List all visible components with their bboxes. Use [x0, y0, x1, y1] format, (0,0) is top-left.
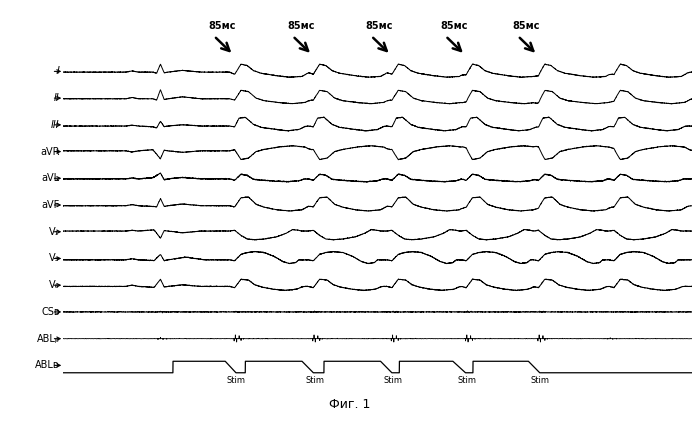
Text: CSᴅ: CSᴅ	[41, 307, 59, 317]
Text: Stim: Stim	[305, 376, 324, 385]
Text: 85мс: 85мс	[287, 21, 315, 31]
Text: 85мс: 85мс	[512, 21, 540, 31]
Text: aVF: aVF	[41, 200, 59, 210]
Text: V₆: V₆	[49, 280, 59, 290]
Text: Stim: Stim	[384, 376, 403, 385]
Text: 85мс: 85мс	[366, 21, 394, 31]
Text: I: I	[57, 66, 59, 76]
Text: 85мс: 85мс	[440, 21, 468, 31]
Text: ABLᴅ: ABLᴅ	[35, 360, 59, 371]
Text: Stim: Stim	[531, 376, 549, 385]
Text: III: III	[51, 120, 59, 130]
Text: Stim: Stim	[226, 376, 245, 385]
Text: V₁: V₁	[49, 227, 59, 237]
Text: V₃: V₃	[49, 254, 59, 263]
Text: Stim: Stim	[458, 376, 477, 385]
Text: II: II	[54, 93, 59, 103]
Text: ABLₚ: ABLₚ	[37, 334, 59, 344]
Text: aVL: aVL	[42, 173, 59, 183]
Text: 85мс: 85мс	[208, 21, 236, 31]
Text: Фиг. 1: Фиг. 1	[329, 398, 370, 411]
Text: aVR: aVR	[41, 146, 59, 157]
